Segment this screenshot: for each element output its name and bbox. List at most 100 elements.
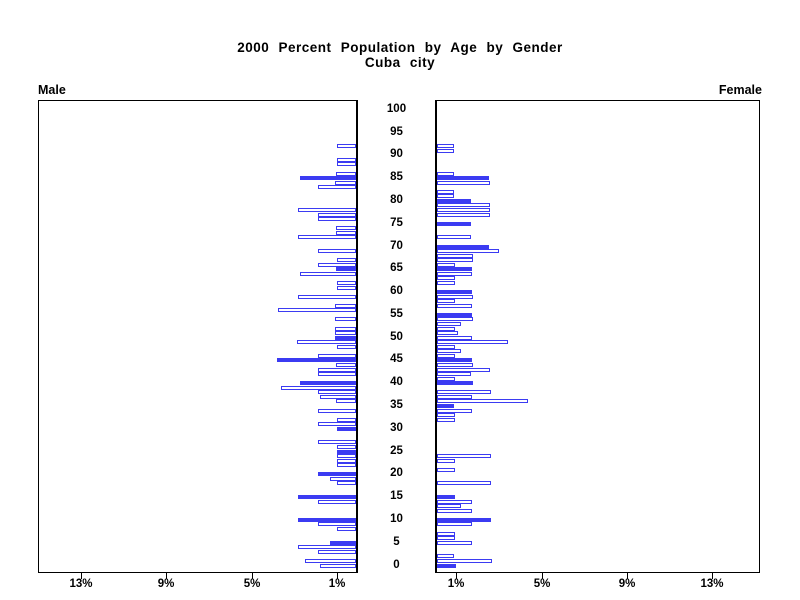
bar-male-age-36 xyxy=(336,399,356,403)
bar-male-age-86 xyxy=(336,172,356,176)
bar-male-age-57 xyxy=(335,304,356,308)
bar-male-age-92 xyxy=(337,144,356,148)
bar-female-age-46 xyxy=(437,354,455,358)
male-tick-label-5%: 5% xyxy=(243,578,261,590)
bar-female-age-32 xyxy=(437,418,455,422)
bar-female-age-92 xyxy=(437,144,454,148)
bar-male-age-32 xyxy=(337,418,356,422)
age-tick-label-70: 70 xyxy=(390,240,403,252)
age-tick-label-0: 0 xyxy=(393,559,400,571)
bar-male-age-67 xyxy=(337,258,356,262)
age-tick-label-25: 25 xyxy=(390,445,403,457)
age-tick-label-5: 5 xyxy=(393,536,400,548)
bar-male-age-10 xyxy=(298,518,356,522)
age-tick-label-55: 55 xyxy=(390,308,403,320)
bar-male-age-65 xyxy=(336,267,356,271)
bar-male-age-46 xyxy=(318,354,356,358)
bar-male-age-40 xyxy=(300,381,356,385)
bar-male-age-51 xyxy=(335,331,356,335)
bar-male-age-26 xyxy=(337,445,356,449)
bar-male-age-73 xyxy=(336,231,356,235)
bar-male-age-31 xyxy=(318,422,356,426)
age-tick-label-85: 85 xyxy=(390,171,403,183)
bar-male-age-19 xyxy=(330,477,356,481)
bar-male-age-27 xyxy=(318,440,356,444)
bar-male-age-59 xyxy=(298,295,356,299)
bar-male-age-8 xyxy=(337,527,356,531)
bar-female-age-36 xyxy=(437,399,528,403)
bar-male-age-89 xyxy=(337,158,356,162)
bar-female-age-78 xyxy=(437,208,490,212)
bar-female-age-58 xyxy=(437,299,455,303)
bar-male-age-76 xyxy=(318,217,356,221)
male-bars-panel xyxy=(38,100,358,573)
bar-male-age-62 xyxy=(337,281,356,285)
age-tick-label-95: 95 xyxy=(390,126,403,138)
bar-female-age-54 xyxy=(437,317,473,321)
chart-title: 2000 Percent Population by Age by Gender xyxy=(237,40,563,55)
female-tick-label-5%: 5% xyxy=(533,578,551,590)
male-tick-13% xyxy=(81,573,82,579)
male-tick-label-9%: 9% xyxy=(157,578,175,590)
bar-female-age-24 xyxy=(437,454,491,458)
bar-male-age-24 xyxy=(337,454,356,458)
bar-female-age-69 xyxy=(437,249,499,253)
bar-male-age-54 xyxy=(335,317,356,321)
age-tick-label-60: 60 xyxy=(390,285,403,297)
bar-male-age-78 xyxy=(298,208,356,212)
bar-male-age-5 xyxy=(330,541,356,545)
age-tick-label-90: 90 xyxy=(390,148,403,160)
bar-male-age-14 xyxy=(318,500,356,504)
bar-male-age-42 xyxy=(318,372,356,376)
bar-female-age-62 xyxy=(437,281,455,285)
bar-female-age-84 xyxy=(437,181,490,185)
male-panel-header: Male xyxy=(38,83,66,97)
female-panel-header: Female xyxy=(718,83,762,97)
bar-female-age-45 xyxy=(437,358,472,362)
bar-male-age-37 xyxy=(320,395,356,399)
bar-male-age-77 xyxy=(318,213,356,217)
bar-male-age-48 xyxy=(337,345,356,349)
bar-female-age-80 xyxy=(437,199,471,203)
bar-male-age-3 xyxy=(318,550,356,554)
bar-male-age-84 xyxy=(335,181,356,185)
bar-female-age-52 xyxy=(437,327,455,331)
bar-male-age-9 xyxy=(318,522,356,526)
age-tick-label-10: 10 xyxy=(390,513,403,525)
bar-female-age-65 xyxy=(437,267,472,271)
bar-female-age-47 xyxy=(437,349,461,353)
bar-male-age-85 xyxy=(300,176,356,180)
bar-female-age-44 xyxy=(437,363,473,367)
bar-female-age-1 xyxy=(437,559,492,563)
bar-female-age-50 xyxy=(437,336,472,340)
bar-female-age-41 xyxy=(437,377,455,381)
bar-female-age-18 xyxy=(437,481,491,485)
bar-male-age-49 xyxy=(297,340,356,344)
bar-female-age-91 xyxy=(437,149,454,153)
bar-female-age-10 xyxy=(437,518,491,522)
bar-female-age-15 xyxy=(437,495,455,499)
bar-female-age-48 xyxy=(437,345,455,349)
bar-male-age-25 xyxy=(337,450,356,454)
bar-female-age-13 xyxy=(437,504,461,508)
bar-male-age-38 xyxy=(318,390,356,394)
bar-male-age-61 xyxy=(337,286,356,290)
bar-female-age-72 xyxy=(437,235,471,239)
bar-female-age-68 xyxy=(437,254,473,258)
bar-female-age-66 xyxy=(437,263,455,267)
bar-female-age-77 xyxy=(437,213,490,217)
bar-male-age-72 xyxy=(298,235,356,239)
female-tick-label-13%: 13% xyxy=(700,578,724,590)
female-tick-1% xyxy=(456,573,457,579)
bar-female-age-6 xyxy=(437,536,455,540)
bar-female-age-70 xyxy=(437,245,489,249)
male-tick-5% xyxy=(252,573,253,579)
chart-subtitle: Cuba city xyxy=(364,55,436,70)
bar-female-age-37 xyxy=(437,395,472,399)
bar-female-age-49 xyxy=(437,340,508,344)
bar-male-age-39 xyxy=(281,386,356,390)
bar-female-age-38 xyxy=(437,390,491,394)
age-tick-label-30: 30 xyxy=(390,422,403,434)
bar-male-age-34 xyxy=(318,409,356,413)
